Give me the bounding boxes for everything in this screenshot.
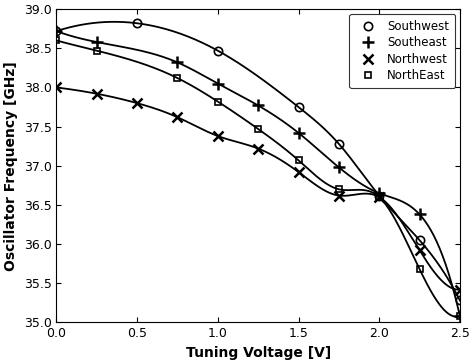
Northwest [417,248,422,253]
NorthEast [296,158,301,162]
Southwest [336,142,342,146]
Southwest [134,21,140,25]
Northwest [255,146,261,151]
Line: Southwest: Southwest [52,19,464,305]
Legend: Southwest, Southeast, Northwest, NorthEast: Southwest, Southeast, Northwest, NorthEa… [349,14,455,88]
Southeast [215,82,221,86]
Southeast [417,212,422,217]
NorthEast [376,195,382,199]
Northwest [174,115,180,119]
NorthEast [336,187,342,191]
Southeast [457,314,463,318]
NorthEast [417,267,422,271]
Southeast [336,165,342,170]
Southeast [54,29,59,33]
Northwest [215,134,221,138]
Northwest [457,287,463,292]
Southwest [54,29,59,33]
Southwest [215,48,221,53]
Northwest [94,92,100,96]
NorthEast [94,48,100,53]
Line: NorthEast: NorthEast [53,37,464,320]
Line: Southeast: Southeast [50,25,466,323]
Southwest [457,298,463,303]
NorthEast [255,127,261,131]
NorthEast [215,99,221,104]
Southeast [376,191,382,195]
Y-axis label: Oscillator Frequency [GHz]: Oscillator Frequency [GHz] [4,61,18,271]
Northwest [376,195,382,199]
Southeast [296,131,301,135]
Line: Northwest: Northwest [52,83,465,294]
Northwest [134,101,140,105]
Northwest [336,193,342,198]
Southeast [174,60,180,64]
Southwest [296,105,301,109]
Northwest [296,170,301,174]
Southwest [417,238,422,242]
NorthEast [174,76,180,80]
Southwest [376,193,382,198]
Southeast [94,40,100,44]
Northwest [54,85,59,90]
NorthEast [54,38,59,43]
X-axis label: Tuning Voltage [V]: Tuning Voltage [V] [185,346,331,360]
Southeast [255,103,261,108]
NorthEast [457,314,463,318]
